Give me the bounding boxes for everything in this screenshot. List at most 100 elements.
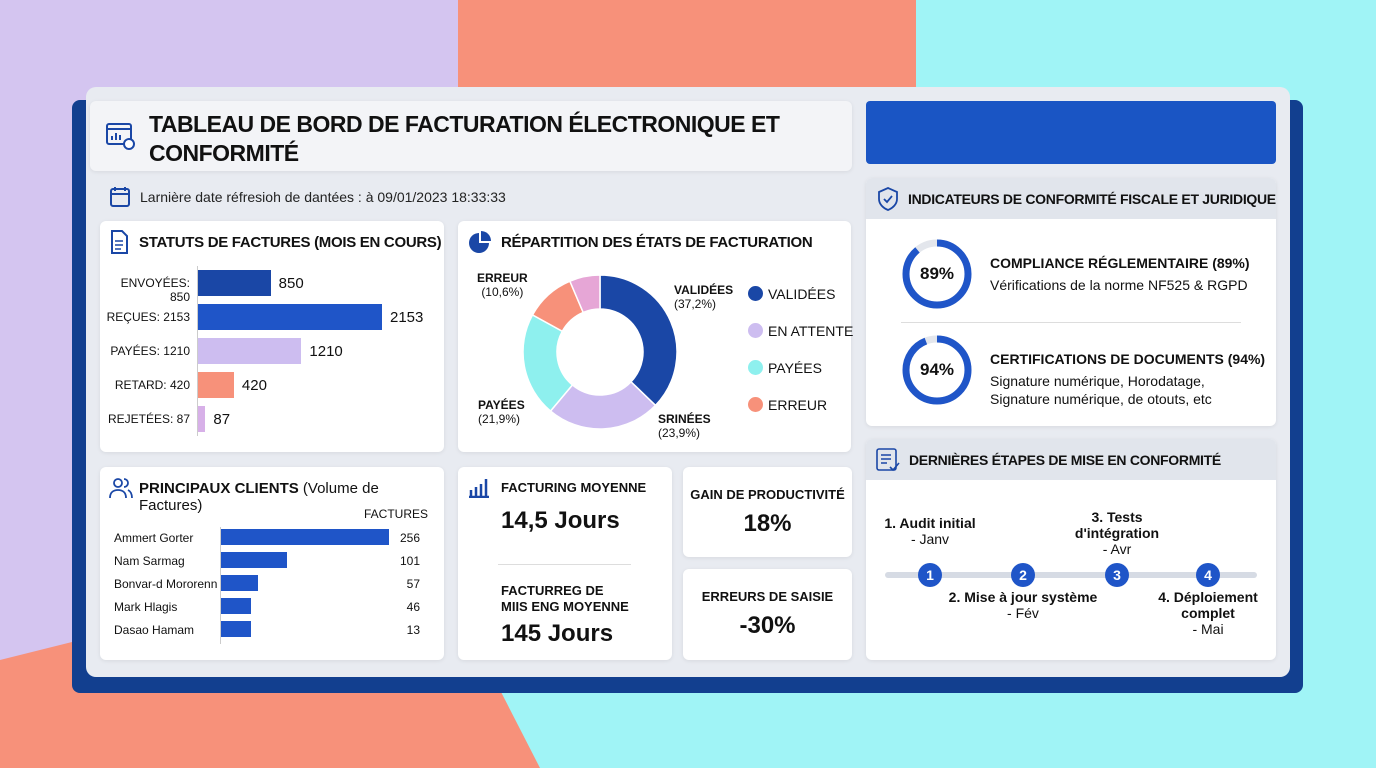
client-bar [221,575,259,591]
client-name: Ammert Gorter [114,531,194,545]
dashboard-icon [106,123,135,150]
status-value: 87 [213,411,231,428]
step-label: 1. Audit initial - Janv [884,515,976,547]
status-label: ENVOYÉES: 850 [120,276,190,304]
divider [498,564,631,565]
mis-value: 145 Jours [501,620,614,647]
ring-percent: 89% [919,264,955,283]
mis-label: FACTURREG DE MIIS ENG MOYENNE [501,583,629,614]
gain-card: GAIN DE PRODUCTIVITÉ 18% [683,467,852,557]
timeline-track [885,572,1257,578]
axis-line [197,266,198,436]
etapes-title: DERNIÈRES ÉTAPES DE MISE EN CONFORMITÉ [909,452,1221,468]
legend-swatch [748,323,763,338]
step-marker: 3 [1105,563,1129,587]
donut-slice [568,274,601,314]
compliance-title: COMPLIANCE RÉGLEMENTAIRE (89%) [990,255,1250,271]
erreurs-label: ERREURS DE SAISIE [701,589,834,604]
legend-swatch [748,286,763,301]
conformite-card: INDICATEURS DE CONFORMITÉ FISCALE ET JUR… [866,178,1276,426]
status-bar [198,270,271,296]
status-value: 420 [241,377,267,394]
client-bar [221,552,288,568]
status-value: 1210 [309,343,343,360]
calendar-icon [110,187,130,207]
bar-chart-icon [469,479,489,498]
status-value: 850 [278,275,304,292]
axis-line [220,527,221,644]
erreurs-card: ERREURS DE SAISIE -30% [683,569,852,660]
step-marker: 2 [1011,563,1035,587]
divider [901,322,1241,323]
step-label: 4. Déploiement complet - Mai [1158,589,1258,637]
label-validees: VALIDÉES (37,2%) [674,283,734,311]
compliance-desc: Signature numérique, Horodatage, Signatur… [990,373,1212,407]
client-bar [221,598,252,614]
status-label: PAYÉES: 1210 [110,344,190,358]
header-blue-banner [866,101,1276,164]
compliance-title: CERTIFICATIONS DE DOCUMENTS (94%) [990,351,1266,367]
compliance-ring [902,335,972,405]
statuts-card: STATUTS DE FACTURES (MOIS EN COURS) ENVO… [100,221,444,452]
status-label: REÇUES: 2153 [106,310,190,324]
client-value: 101 [399,554,420,568]
clients-title: PRINCIPAUX CLIENTS (Volume de Factures) [139,480,379,514]
etapes-header [866,439,1276,480]
erreurs-value: -30% [739,612,796,639]
checklist-icon [876,448,900,472]
client-name: Bonvar-d Mororenn [114,577,218,591]
title-card: TABLEAU DE BORD DE FACTURATION ÉLECTRONI… [90,101,852,171]
label-srinees: SRINÉES (23,9%) [658,412,711,440]
label-erreur: ERREUR (10,6%) [477,271,528,299]
gain-value: 18% [743,510,792,537]
conformite-header [866,178,1276,219]
step-label: 3. Tests d'intégration - Avr [1074,509,1160,557]
pie-chart-icon [469,231,491,253]
clients-card: PRINCIPAUX CLIENTS (Volume de Factures) … [100,467,444,660]
legend-item: EN ATTENTE [748,323,853,339]
legend-item: VALIDÉES [748,286,835,302]
legend-swatch [748,360,763,375]
repartition-title: RÉPARTITION DES ÉTATS DE FACTURATION [501,234,813,251]
document-icon [111,230,128,254]
shield-check-icon [878,187,898,211]
client-value: 13 [406,623,420,637]
client-name: Mark Hlagis [114,600,178,614]
facturing-card: FACTURING MOYENNE 14,5 Jours FACTURREG D… [458,467,672,660]
compliance-ring [902,239,972,309]
donut-chart [522,274,678,430]
repartition-card: RÉPARTITION DES ÉTATS DE FACTURATION ERR… [458,221,853,452]
refresh-timestamp: Larnière date réfresioh de dantées : à 0… [140,189,506,205]
donut-slice [599,274,678,407]
client-value: 256 [399,531,420,545]
conformite-title: INDICATEURS DE CONFORMITÉ FISCALE ET JUR… [908,191,1276,207]
status-label: RETARD: 420 [114,378,190,392]
client-value: 46 [406,600,420,614]
status-bar [198,406,206,432]
statuts-title: STATUTS DE FACTURES (MOIS EN COURS) [139,234,442,251]
facturing-value: 14,5 Jours [501,507,620,534]
step-marker: 4 [1196,563,1220,587]
facturing-label: FACTURING MOYENNE [501,480,647,495]
factures-column-header: FACTURES [364,507,429,521]
page-title: TABLEAU DE BORD DE FACTURATION ÉLECTRONI… [149,111,780,166]
legend-swatch [748,397,763,412]
gain-label: GAIN DE PRODUCTIVITÉ [690,487,845,502]
compliance-desc: Vérifications de la norme NF525 & RGPD [990,277,1248,293]
client-bar [221,529,389,545]
client-name: Nam Sarmag [114,554,185,568]
legend-item: ERREUR [748,397,827,413]
label-payees: PAYÉES (21,9%) [478,398,525,426]
client-name: Dasao Hamam [114,623,195,637]
status-bar [198,372,234,398]
status-bar [198,304,382,330]
users-icon [109,478,133,499]
status-value: 2153 [390,309,424,326]
client-value: 57 [406,577,420,591]
client-bar [221,621,251,637]
status-bar [198,338,302,364]
step-marker: 1 [918,563,942,587]
status-label: REJETÉES: 87 [107,412,190,426]
etapes-card: DERNIÈRES ÉTAPES DE MISE EN CONFORMITÉ 1… [866,439,1276,660]
legend-item: PAYÉES [748,360,822,376]
